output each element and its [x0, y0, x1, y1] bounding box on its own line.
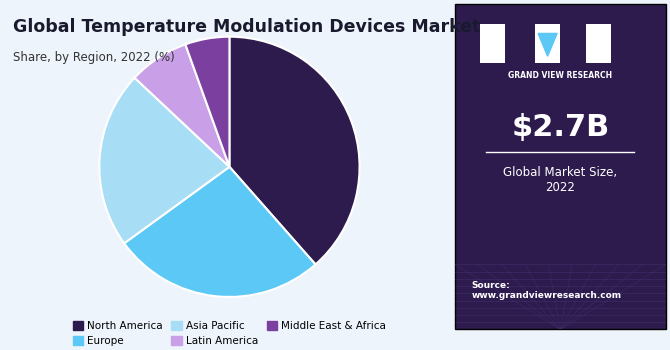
- Text: Global Market Size,
2022: Global Market Size, 2022: [503, 166, 617, 194]
- Polygon shape: [538, 34, 557, 56]
- Text: $2.7B: $2.7B: [511, 113, 610, 142]
- Wedge shape: [135, 44, 229, 167]
- Wedge shape: [99, 78, 229, 243]
- Text: Source:
www.grandviewresearch.com: Source: www.grandviewresearch.com: [472, 281, 622, 300]
- Text: GRAND VIEW RESEARCH: GRAND VIEW RESEARCH: [509, 71, 612, 80]
- FancyBboxPatch shape: [455, 4, 666, 329]
- Wedge shape: [124, 167, 316, 297]
- FancyBboxPatch shape: [586, 24, 611, 63]
- Wedge shape: [186, 37, 229, 167]
- Legend: North America, Europe, Asia Pacific, Latin America, Middle East & Africa: North America, Europe, Asia Pacific, Lat…: [69, 317, 390, 350]
- Text: Share, by Region, 2022 (%): Share, by Region, 2022 (%): [13, 51, 175, 64]
- FancyBboxPatch shape: [480, 24, 505, 63]
- Text: Global Temperature Modulation Devices Market: Global Temperature Modulation Devices Ma…: [13, 18, 480, 35]
- Wedge shape: [229, 37, 360, 265]
- FancyBboxPatch shape: [535, 24, 560, 63]
